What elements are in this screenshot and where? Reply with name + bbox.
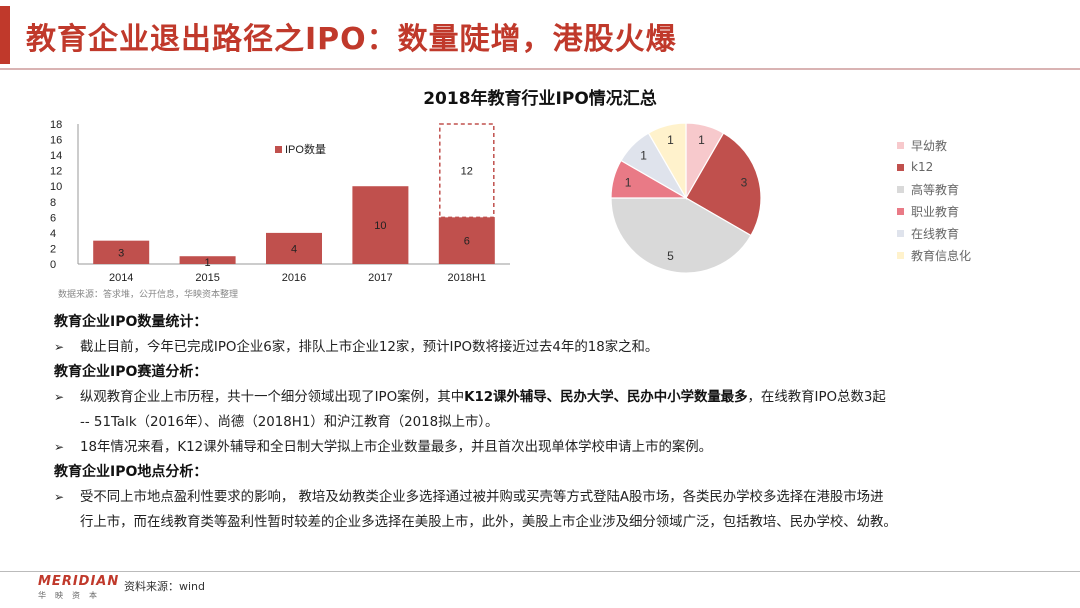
bar-2016 — [266, 232, 322, 264]
legend-item: 在线教育 — [897, 222, 971, 244]
legend-label: 高等教育 — [911, 182, 960, 197]
legend-item: 早幼教 — [897, 134, 971, 156]
pie-slice-高等教育 — [610, 197, 752, 274]
legend-swatch — [897, 207, 904, 215]
pie-value-label: 5 — [667, 249, 674, 263]
legend-label: k12 — [911, 160, 934, 174]
pending-ipo-outline — [439, 123, 495, 219]
pie-slice-教育信息化 — [647, 122, 687, 201]
legend-swatch — [897, 229, 904, 237]
meridian-logo: MERIDIAN 华映资本 — [38, 574, 119, 601]
pie-legend: 早幼教 k12 高等教育职业教育在线教育教育信息化 — [897, 134, 971, 266]
bullet-text: 18年情况来看，K12课外辅导和全日制大学拟上市企业数量最多，并且首次出现单体学… — [80, 440, 713, 455]
legend-item: 教育信息化 — [897, 244, 971, 266]
legend-swatch — [897, 185, 904, 193]
bullet-arrow-icon: ➢ — [54, 390, 65, 404]
chart-title: 2018年教育行业IPO情况汇总 — [423, 89, 657, 109]
bullet-arrow-icon: ➢ — [54, 340, 65, 354]
pie-value-label: 1 — [698, 133, 705, 147]
legend-swatch — [897, 251, 904, 259]
pie-value-label: 1 — [625, 175, 632, 189]
y-tick-label: 16 — [50, 135, 62, 147]
logo-text: MERIDIAN — [38, 574, 120, 589]
bar-legend-swatch — [275, 146, 282, 153]
analysis-content: 教育企业IPO数量统计： ➢ 截止目前，今年已完成IPO企业6家，排队上市企业12家… — [54, 310, 1054, 535]
bullet-text: 截止目前，今年已完成IPO企业6家，排队上市企业12家，预计IPO数将接近过去4… — [80, 340, 659, 355]
y-tick-label: 0 — [50, 259, 56, 271]
legend-label: 早幼教 — [911, 138, 948, 153]
pie-value-label: 1 — [640, 149, 647, 163]
x-tick-label: 2014 — [109, 272, 133, 284]
bar-value-label: 1 — [205, 257, 211, 269]
ipo-bar-chart: 0 2 4 6 8 10 12 14 16 18 3 2014 1 2015 4 2016 10 2017 6 201… — [50, 119, 510, 284]
bar-value-label: 10 — [374, 220, 386, 232]
pie-value-label: 3 — [741, 175, 748, 189]
bar-value-label: 6 — [464, 236, 470, 248]
y-tick-label: 2 — [50, 243, 56, 255]
bullet-arrow-icon: ➢ — [54, 440, 65, 454]
x-tick-label: 2016 — [282, 272, 306, 284]
bullet-text: 纵观教育企业上市历程，共十一个细分领域出现了IPO案例，其中K12课外辅导、民办… — [80, 385, 1054, 435]
y-tick-label: 8 — [50, 197, 56, 209]
bar-2018H1 — [438, 217, 495, 264]
pending-ipo-label: 12 — [461, 166, 473, 178]
legend-label: 在线教育 — [911, 226, 960, 241]
bullet-item: ➢ 截止目前，今年已完成IPO企业6家，排队上市企业12家，预计IPO数将接近过去… — [54, 335, 1054, 360]
legend-swatch — [897, 163, 904, 171]
bar-value-label: 4 — [291, 243, 297, 255]
bar-2014 — [93, 240, 150, 264]
bullet-item: ➢ 纵观教育企业上市历程，共十一个细分领域出现了IPO案例，其中K12课外辅导、民… — [54, 385, 1054, 435]
x-tick-label: 2017 — [368, 272, 392, 284]
legend-swatch — [897, 141, 904, 149]
bar-2017 — [352, 186, 409, 264]
legend-item: 高等教育 — [897, 178, 971, 200]
chart-source-note: 数据来源：答求堆，公开信息，华映资本整理 — [58, 290, 239, 300]
legend-item: 职业教育 — [897, 200, 971, 222]
bullet-item: ➢ 18年情况来看，K12课外辅导和全日制大学拟上市企业数量最多，并且首次出现单体… — [54, 435, 1054, 460]
bullet-item: ➢ 受不同上市地点盈利性要求的影响， 教培及幼教类企业多选择通过被并购或买壳等方式… — [54, 485, 1054, 535]
bar-2015 — [179, 256, 236, 264]
bullet-text: 受不同上市地点盈利性要求的影响， 教培及幼教类企业多选择通过被并购或买壳等方式登… — [80, 485, 1054, 535]
footer-source: 资料来源：wind — [124, 580, 206, 593]
legend-label: 职业教育 — [911, 204, 960, 219]
title-divider — [0, 68, 1080, 70]
y-tick-label: 10 — [50, 181, 62, 193]
logo-subtext: 华映资本 — [38, 591, 106, 600]
legend-label: 教育信息化 — [911, 248, 972, 263]
x-tick-label: 2015 — [195, 272, 219, 284]
y-tick-label: 18 — [50, 119, 62, 131]
pie-slice-k12 — [685, 132, 762, 237]
page-title: 教育企业退出路径之IPO：数量陡增，港股火爆 — [26, 22, 677, 57]
x-tick-label: 2018H1 — [448, 272, 487, 284]
y-tick-label: 4 — [50, 228, 56, 240]
bullet-continuation: 行上市，而在线教育类等盈利性暂时较差的企业多选择在美股上市，此外，美股上市企业涉… — [80, 515, 897, 530]
bar-value-label: 3 — [118, 247, 124, 259]
bullet-continuation: -- 51Talk（2016年）、尚德（2018H1）和沪江教育（2018拟上市… — [80, 415, 499, 430]
y-tick-label: 14 — [50, 150, 62, 162]
footer-divider — [0, 571, 1080, 572]
section-heading: 教育企业IPO数量统计： — [54, 314, 208, 330]
y-tick-label: 12 — [50, 166, 62, 178]
bullet-arrow-icon: ➢ — [54, 490, 65, 504]
section-heading: 教育企业IPO赛道分析： — [54, 364, 208, 380]
title-accent-bar — [0, 6, 10, 64]
y-tick-label: 6 — [50, 212, 56, 224]
pie-value-label: 1 — [667, 133, 674, 147]
section-heading: 教育企业IPO地点分析： — [54, 464, 208, 480]
bullet-emphasis: K12课外辅导、民办大学、民办中小学数量最多 — [464, 390, 748, 405]
legend-item: k12 — [897, 156, 971, 178]
bar-legend-label: IPO数量 — [285, 143, 326, 156]
